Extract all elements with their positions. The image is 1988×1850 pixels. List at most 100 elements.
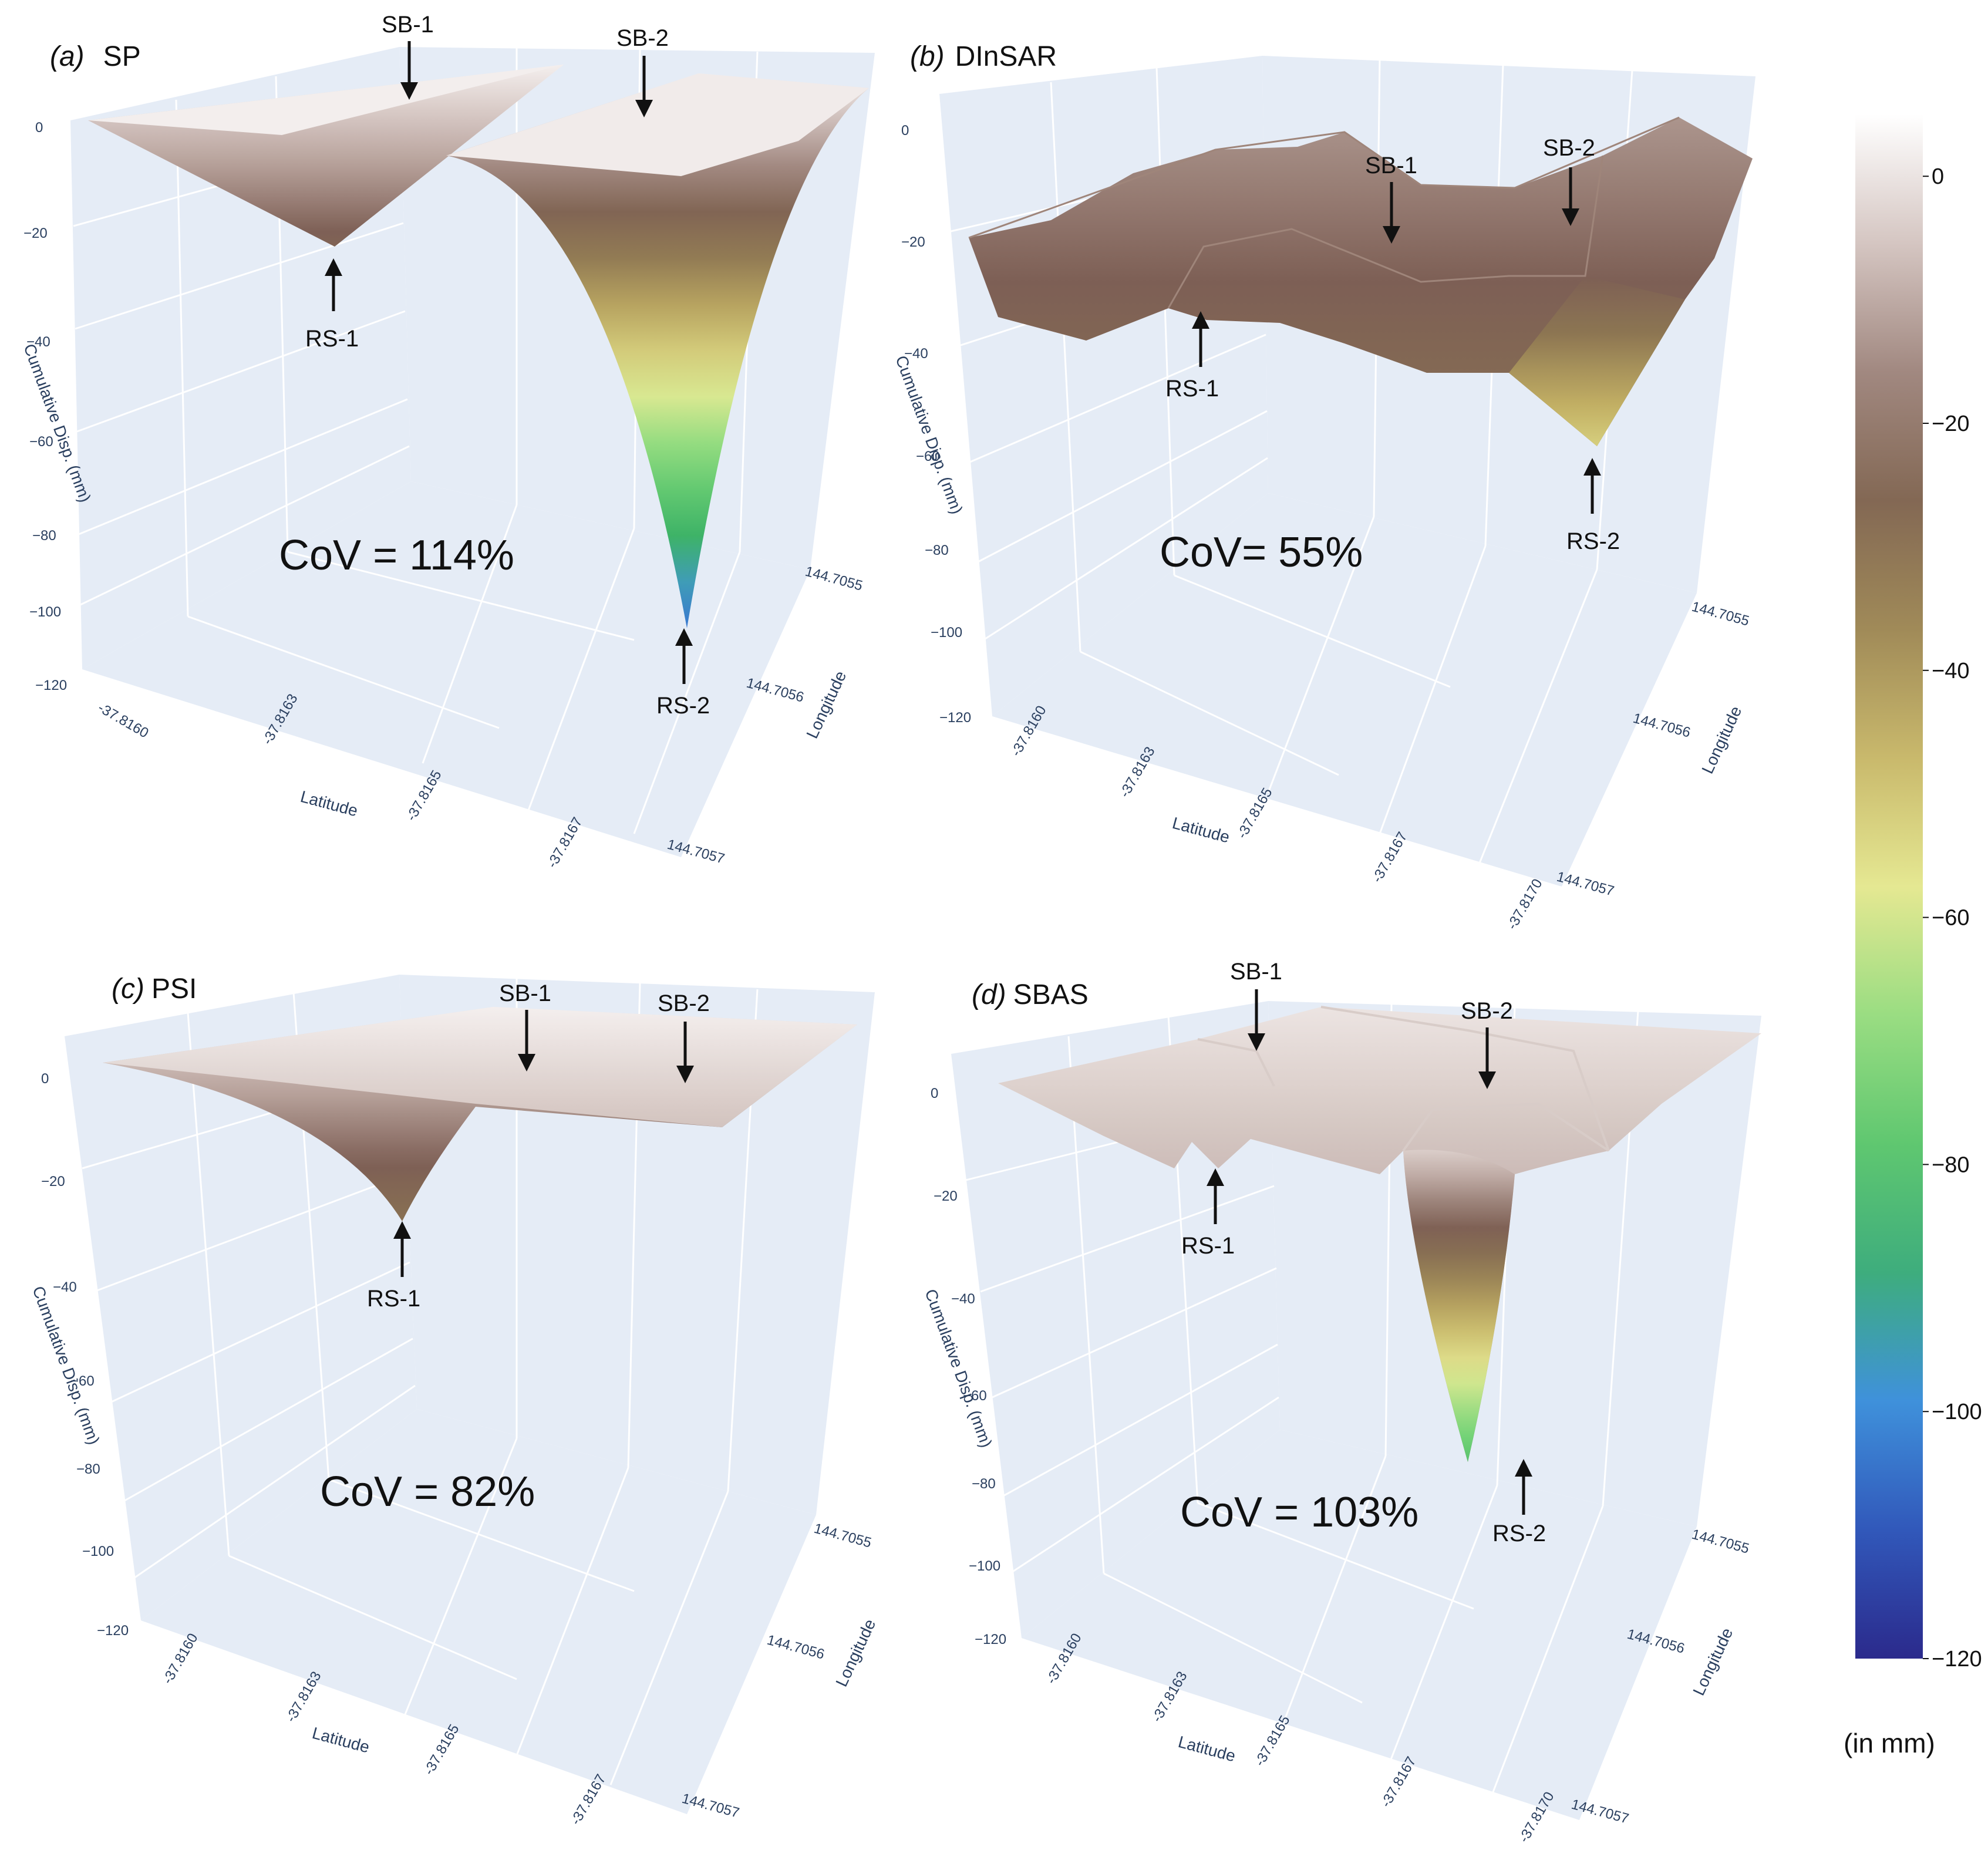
panel-d-lon-tick: 144.7055 [1690, 1526, 1751, 1557]
panel-c-z-tick: −120 [97, 1623, 129, 1639]
panel-c-z-title: Cumulative Disp. (mm) [29, 1283, 103, 1447]
panel-a-name: SP [103, 41, 141, 72]
panel-b-z-tick: −20 [901, 234, 925, 250]
panel-c-annotation: SB-2 [658, 990, 710, 1016]
panel-b-annotation: RS-1 [1165, 376, 1219, 402]
colorbar-unit: (in mm) [1844, 1728, 1935, 1758]
panel-c-annotation: RS-1 [367, 1286, 420, 1312]
panel-c-z-tick: −80 [76, 1461, 100, 1477]
panel-d-z-tick: −20 [934, 1188, 958, 1204]
panel-d-lat-tick: -37.8165 [1252, 1713, 1293, 1769]
panel-d-z-tick: −40 [951, 1291, 975, 1307]
panel-d-surface-rs2 [1403, 1150, 1515, 1462]
panel-d-annotation: RS-2 [1492, 1521, 1546, 1546]
panel-d-name: SBAS [1013, 979, 1089, 1010]
panel-a-tag: (a) [50, 41, 85, 72]
panel-a-z-tick: 0 [35, 120, 43, 136]
panel-a-annotation: SB-1 [382, 12, 434, 38]
panel-b: 0 −20 −40 −60 −80 −100 −120 Cumulative D… [892, 41, 1755, 932]
panel-d-z-tick: −120 [975, 1632, 1006, 1647]
panel-a-x-title: Latitude [298, 787, 359, 820]
panel-b-lon-tick: 144.7056 [1631, 710, 1692, 741]
panel-b-name: DInSAR [955, 41, 1057, 72]
panel-b-z-tick: −60 [916, 449, 940, 464]
panel-b-z-tick: −40 [904, 346, 928, 362]
panel-a-lon-tick: 144.7055 [803, 564, 864, 594]
panel-c-z-tick: −40 [53, 1279, 77, 1295]
panel-d-z-tick: 0 [931, 1086, 938, 1101]
panel-c-surface-top [103, 1007, 857, 1127]
panel-b-floor [992, 493, 1697, 887]
panel-d-z-tick: −80 [972, 1476, 996, 1492]
panel-c-title: (c) PSI [112, 973, 197, 1005]
panel-b-lat-tick: -37.8170 [1504, 876, 1546, 932]
panel-a-floor [82, 481, 810, 857]
panel-b-annotation: SB-2 [1543, 135, 1595, 161]
panel-c-lon-tick: 144.7057 [680, 1791, 741, 1821]
colorbar-bar [1855, 114, 1923, 1659]
panel-d-cov: CoV = 103% [1180, 1489, 1418, 1536]
panel-b-cov: CoV= 55% [1160, 529, 1363, 576]
panel-c-name: PSI [151, 973, 197, 1005]
panel-d-surface-ridges [1197, 1006, 1610, 1152]
panel-b-z-tick: −80 [925, 542, 949, 558]
colorbar-tick-label: 0 [1932, 164, 1944, 189]
panel-a-y-title: Longitude [803, 668, 850, 742]
panel-a-lon-tick: 144.7057 [665, 837, 726, 867]
panel-c-lat-tick: -37.8165 [421, 1721, 463, 1778]
panel-c-tag: (c) [112, 973, 144, 1005]
panel-d-annotation: SB-2 [1461, 998, 1513, 1024]
panel-a-title: (a) SP [50, 41, 141, 72]
colorbar-tick-label: −100 [1932, 1400, 1982, 1424]
panel-d-annotation: SB-1 [1230, 959, 1282, 985]
panel-b-annotation: SB-1 [1365, 153, 1417, 178]
panel-d-x-title: Latitude [1176, 1733, 1237, 1765]
panel-c-lon-tick: 144.7055 [812, 1521, 873, 1551]
panel-a-z-tick: −100 [29, 604, 61, 620]
panel-a-z-tick: −60 [29, 434, 53, 450]
panel-d-lon-tick: 144.7057 [1569, 1797, 1630, 1827]
colorbar-tick-label: −80 [1932, 1153, 1969, 1177]
panel-c-z-tick: −20 [41, 1174, 65, 1189]
panel-b-lat-tick: -37.8167 [1369, 829, 1411, 885]
panel-c-lon-tick: 144.7056 [765, 1632, 826, 1663]
panel-c-x-title: Latitude [310, 1724, 371, 1757]
panel-a-cov: CoV = 114% [279, 532, 514, 579]
panel-d-z-tick: −60 [963, 1388, 987, 1404]
panel-a-lat-tick: -37.8160 [95, 700, 151, 742]
colorbar: 0 −20 −40 −60 −80 −100 −120 (in mm) [1844, 114, 1982, 1758]
panel-d-title: (d) SBAS [972, 979, 1089, 1010]
panel-b-surface-ridge [968, 116, 1680, 309]
panel-d-tag: (d) [972, 979, 1006, 1010]
panel-c-lat-tick: -37.8167 [568, 1771, 609, 1828]
panel-c-floor [141, 1409, 816, 1814]
panel-b-annotation: RS-2 [1566, 528, 1620, 554]
panel-a-surface-rs2-top [446, 73, 869, 176]
panel-c-annotation: SB-1 [499, 980, 551, 1006]
panel-a-lon-tick: 144.7056 [744, 675, 806, 706]
panel-b-x-title: Latitude [1170, 814, 1231, 847]
panel-b-y-title: Longitude [1698, 703, 1745, 777]
panel-a-surface-rs2 [446, 73, 869, 628]
panel-a: 0 −20 −40 −60 −80 −100 −120 Cumulative D… [20, 12, 875, 871]
panel-c-lat-tick: -37.8160 [160, 1630, 201, 1687]
colorbar-tick-label: −120 [1932, 1647, 1982, 1672]
colorbar-tick-label: −20 [1932, 412, 1969, 436]
panel-d-z-tick: −100 [969, 1558, 1000, 1574]
panel-c-z-tick: −100 [82, 1544, 114, 1559]
panel-a-z-tick: −80 [32, 528, 56, 544]
colorbar-tick-label: −40 [1932, 659, 1969, 683]
panel-a-annotation: RS-2 [656, 693, 710, 719]
panel-b-z-tick: 0 [901, 123, 909, 139]
panel-b-title: (b) DInSAR [910, 41, 1057, 72]
panel-a-annotation: RS-1 [305, 326, 359, 352]
panel-d-annotation: RS-1 [1181, 1233, 1235, 1259]
panel-b-z-tick: −120 [939, 710, 971, 726]
panel-a-surface-rs1-top [88, 65, 564, 135]
panel-b-z-title: Cumulative Disp. (mm) [892, 353, 966, 516]
panel-c-z-tick: −60 [70, 1373, 95, 1389]
panel-c-y-title: Longitude [832, 1616, 879, 1690]
panel-b-surface-rs2 [1509, 276, 1685, 446]
panel-b-tag: (b) [910, 41, 945, 72]
